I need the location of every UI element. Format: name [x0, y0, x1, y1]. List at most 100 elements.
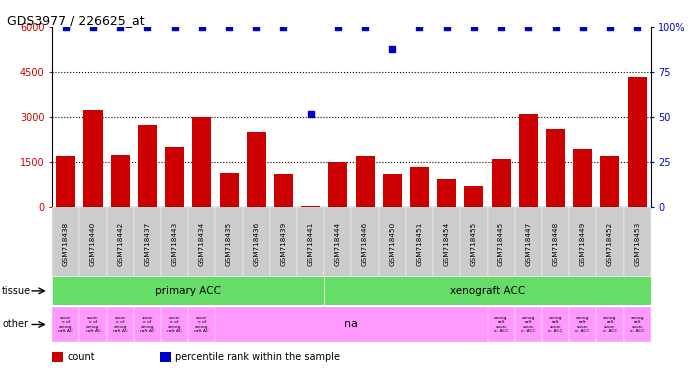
Point: [278, 24, 289, 30]
Point: [604, 24, 615, 30]
Bar: [79, 207, 106, 280]
Bar: [515, 307, 542, 342]
Bar: [219, 173, 239, 207]
Bar: [324, 276, 651, 305]
Bar: [52, 307, 79, 342]
Bar: [624, 207, 651, 280]
Text: primary ACC: primary ACC: [155, 286, 221, 296]
Point: [223, 24, 235, 30]
Text: GSM718451: GSM718451: [416, 222, 422, 266]
Text: xenog
raft
sourc
e: ACC: xenog raft sourc e: ACC: [494, 316, 508, 333]
Point: [387, 45, 398, 51]
Text: sourc
e of
xenog
raft AC: sourc e of xenog raft AC: [86, 316, 100, 333]
Bar: [138, 125, 157, 207]
Point: [305, 111, 316, 117]
Bar: [515, 207, 542, 280]
Point: [468, 24, 480, 30]
Point: [169, 24, 180, 30]
Text: GSM718454: GSM718454: [444, 222, 450, 266]
Bar: [79, 307, 106, 342]
Bar: [379, 207, 406, 280]
Text: xenog
raft
sourc
e: ACC: xenog raft sourc e: ACC: [630, 316, 644, 333]
Bar: [351, 207, 379, 280]
Text: sourc
e of
xenog
raft AC: sourc e of xenog raft AC: [194, 316, 209, 333]
Point: [496, 24, 507, 30]
Bar: [297, 207, 324, 280]
Bar: [542, 207, 569, 280]
Text: GSM718438: GSM718438: [63, 222, 69, 266]
Text: GSM718452: GSM718452: [607, 222, 613, 266]
Bar: [596, 207, 624, 280]
Bar: [216, 207, 243, 280]
Bar: [356, 156, 374, 207]
Bar: [56, 156, 75, 207]
Bar: [628, 76, 647, 207]
Point: [61, 24, 72, 30]
Text: GSM718455: GSM718455: [471, 222, 477, 266]
Text: GDS3977 / 226625_at: GDS3977 / 226625_at: [7, 14, 145, 27]
Bar: [596, 307, 624, 342]
Bar: [624, 307, 651, 342]
Point: [577, 24, 588, 30]
Text: sourc
e of
xenog
raft AC: sourc e of xenog raft AC: [140, 316, 155, 333]
Text: xenog
raft
sourc
e: ACC: xenog raft sourc e: ACC: [603, 316, 617, 333]
Bar: [161, 307, 188, 342]
Bar: [601, 156, 619, 207]
Bar: [106, 307, 134, 342]
Point: [441, 24, 452, 30]
Bar: [383, 174, 402, 207]
Bar: [188, 307, 216, 342]
Text: other: other: [2, 319, 28, 329]
Text: xenog
raft
sourc
e: ACC: xenog raft sourc e: ACC: [521, 316, 536, 333]
Text: GSM718447: GSM718447: [525, 222, 531, 266]
Text: xenog
raft
sourc
e: ACC: xenog raft sourc e: ACC: [576, 316, 590, 333]
Bar: [165, 147, 184, 207]
Bar: [437, 179, 456, 207]
Text: GSM718440: GSM718440: [90, 222, 96, 266]
Bar: [487, 307, 515, 342]
Text: percentile rank within the sample: percentile rank within the sample: [175, 352, 340, 362]
Bar: [329, 162, 347, 207]
Bar: [301, 206, 320, 207]
Text: GSM718448: GSM718448: [553, 222, 558, 266]
Bar: [52, 276, 324, 305]
Text: na: na: [345, 319, 358, 329]
Bar: [106, 207, 134, 280]
Bar: [134, 307, 161, 342]
Bar: [160, 352, 171, 362]
Text: GSM718441: GSM718441: [308, 222, 314, 266]
Bar: [52, 352, 63, 362]
Text: GSM718446: GSM718446: [362, 222, 368, 266]
Text: GSM718453: GSM718453: [634, 222, 640, 266]
Bar: [410, 167, 429, 207]
Bar: [246, 132, 266, 207]
Point: [631, 24, 642, 30]
Bar: [161, 207, 188, 280]
Text: GSM718439: GSM718439: [280, 222, 287, 266]
Point: [88, 24, 99, 30]
Point: [251, 24, 262, 30]
Point: [360, 24, 371, 30]
Text: sourc
e of
xenog
raft AC: sourc e of xenog raft AC: [113, 316, 127, 333]
Bar: [542, 307, 569, 342]
Point: [523, 24, 534, 30]
Point: [196, 24, 207, 30]
Point: [115, 24, 126, 30]
Text: sourc
e of
xenog
raft AC: sourc e of xenog raft AC: [167, 316, 182, 333]
Bar: [569, 307, 596, 342]
Text: GSM718436: GSM718436: [253, 222, 259, 266]
Text: tissue: tissue: [2, 286, 31, 296]
Text: xenograft ACC: xenograft ACC: [450, 286, 525, 296]
Bar: [111, 155, 129, 207]
Text: GSM718445: GSM718445: [498, 222, 504, 266]
Text: GSM718443: GSM718443: [172, 222, 177, 266]
Bar: [324, 207, 351, 280]
Point: [332, 24, 343, 30]
Text: GSM718449: GSM718449: [580, 222, 586, 266]
Bar: [188, 207, 216, 280]
Bar: [519, 114, 538, 207]
Bar: [243, 207, 270, 280]
Text: GSM718442: GSM718442: [117, 222, 123, 266]
Text: sourc
e of
xenog
raft AC: sourc e of xenog raft AC: [58, 316, 73, 333]
Bar: [546, 129, 565, 207]
